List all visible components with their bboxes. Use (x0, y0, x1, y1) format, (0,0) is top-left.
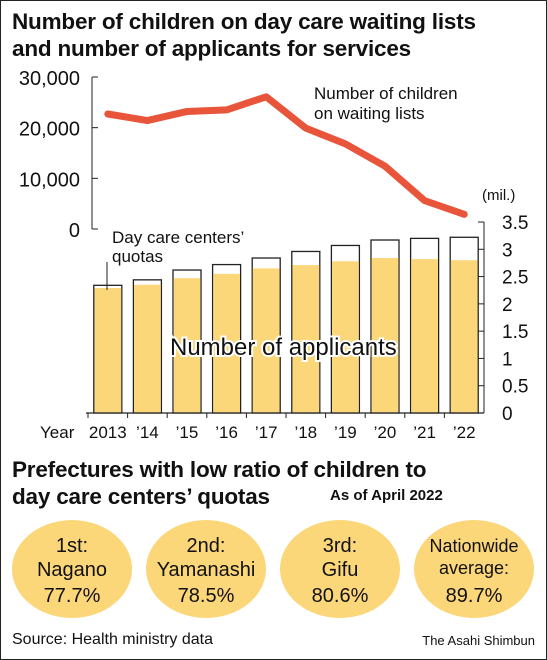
nationwide-average-circle: Nationwide average: 89.7% (414, 520, 534, 618)
applicants-label: Number of applicants (170, 334, 397, 361)
prefecture-rank: 2nd: (186, 535, 226, 557)
line-y-tick-label: 0 (69, 220, 80, 242)
prefectures-title-line1: Prefectures with low ratio of children t… (12, 457, 427, 482)
bar-y-tick-label: 0 (502, 404, 513, 425)
x-tick-label: ’14 (136, 423, 159, 442)
x-axis-label: Year (40, 423, 75, 442)
x-tick-label: 2013 (89, 423, 127, 442)
applicants-bar (371, 258, 399, 413)
quota-label: Day care centers’ (112, 228, 244, 247)
prefecture-name: Gifu (321, 559, 359, 581)
prefecture-name: Nagano (36, 559, 108, 581)
source-note: Source: Health ministry data (12, 631, 213, 648)
line-y-tick-label: 20,000 (19, 119, 80, 141)
prefecture-name: Yamanashi (156, 559, 256, 581)
bar-y-tick-label: 3.5 (502, 213, 528, 234)
applicants-bar (134, 284, 161, 413)
prefecture-circle-3: 3rd: Gifu 80.6% (280, 520, 400, 618)
chart-title-line1: Number of children on day care waiting l… (12, 9, 476, 34)
bar-y-tick-label: 2.5 (502, 268, 528, 289)
chart-title-line2: and number of applicants for services (12, 36, 411, 61)
as-of-date: As of April 2022 (330, 487, 443, 504)
prefecture-ratio: 77.7% (43, 585, 101, 607)
quota-label: quotas (112, 247, 163, 266)
x-tick-label: ’16 (215, 423, 238, 442)
line-series-label: on waiting lists (314, 104, 425, 123)
prefecture-rank: 3rd: (322, 535, 358, 557)
bar-y-tick-label: 1.5 (502, 322, 528, 343)
applicants-bar (292, 265, 320, 413)
applicants-bar (173, 278, 201, 413)
waiting-list-line (104, 93, 468, 218)
x-tick-label: ’21 (413, 423, 436, 442)
applicants-bar (332, 261, 359, 413)
credit: The Asahi Shimbun (422, 633, 535, 648)
prefecture-circle-1: 1st: Nagano 77.7% (12, 520, 132, 618)
prefecture-circle-2: 2nd: Yamanashi 78.5% (146, 520, 266, 618)
applicants-bar (450, 260, 478, 413)
bar-y-tick-label: 3 (502, 240, 513, 261)
nationwide-label: Nationwide (429, 536, 519, 556)
nationwide-ratio: 89.7% (445, 585, 503, 607)
prefecture-rank: 1st: (55, 535, 89, 557)
average-label: average: (438, 558, 510, 578)
x-tick-label: ’15 (176, 423, 199, 442)
applicants-bar (252, 268, 280, 413)
bar-y-tick-label: 1 (502, 349, 513, 370)
line-y-tick-label: 10,000 (19, 169, 80, 191)
bar-y-tick-label: 0.5 (502, 377, 528, 398)
applicants-bar (411, 259, 438, 413)
prefecture-ratio: 78.5% (177, 585, 235, 607)
bar-y-tick-label: 2 (502, 295, 513, 316)
applicants-bar (213, 273, 240, 413)
line-series-label: Number of children (314, 84, 458, 103)
x-tick-label: ’17 (255, 423, 278, 442)
x-tick-label: ’19 (334, 423, 357, 442)
prefectures-title-line2: day care centers’ quotas (12, 484, 270, 509)
x-tick-label: ’22 (453, 423, 476, 442)
unit-label: (mil.) (482, 187, 515, 204)
applicants-bar (94, 288, 122, 413)
x-tick-label: ’18 (294, 423, 317, 442)
line-y-tick-label: 30,000 (19, 68, 80, 90)
prefecture-ratio: 80.6% (311, 585, 369, 607)
x-tick-label: ’20 (374, 423, 397, 442)
